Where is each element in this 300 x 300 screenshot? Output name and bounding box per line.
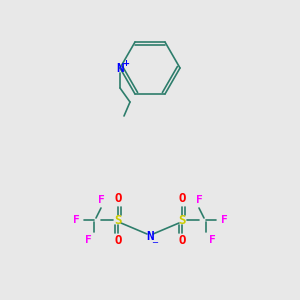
Text: S: S: [178, 214, 186, 226]
Text: F: F: [85, 235, 92, 245]
Text: S: S: [114, 214, 122, 226]
Text: F: F: [73, 215, 80, 225]
Text: O: O: [178, 193, 186, 206]
Text: +: +: [122, 58, 130, 68]
Text: O: O: [114, 193, 122, 206]
Text: O: O: [114, 235, 122, 248]
Text: N: N: [146, 230, 154, 244]
Text: N: N: [116, 61, 124, 74]
Text: F: F: [208, 235, 215, 245]
Text: −: −: [152, 238, 158, 247]
Text: F: F: [220, 215, 227, 225]
Text: F: F: [196, 195, 202, 205]
Text: F: F: [98, 195, 104, 205]
Text: O: O: [178, 235, 186, 248]
